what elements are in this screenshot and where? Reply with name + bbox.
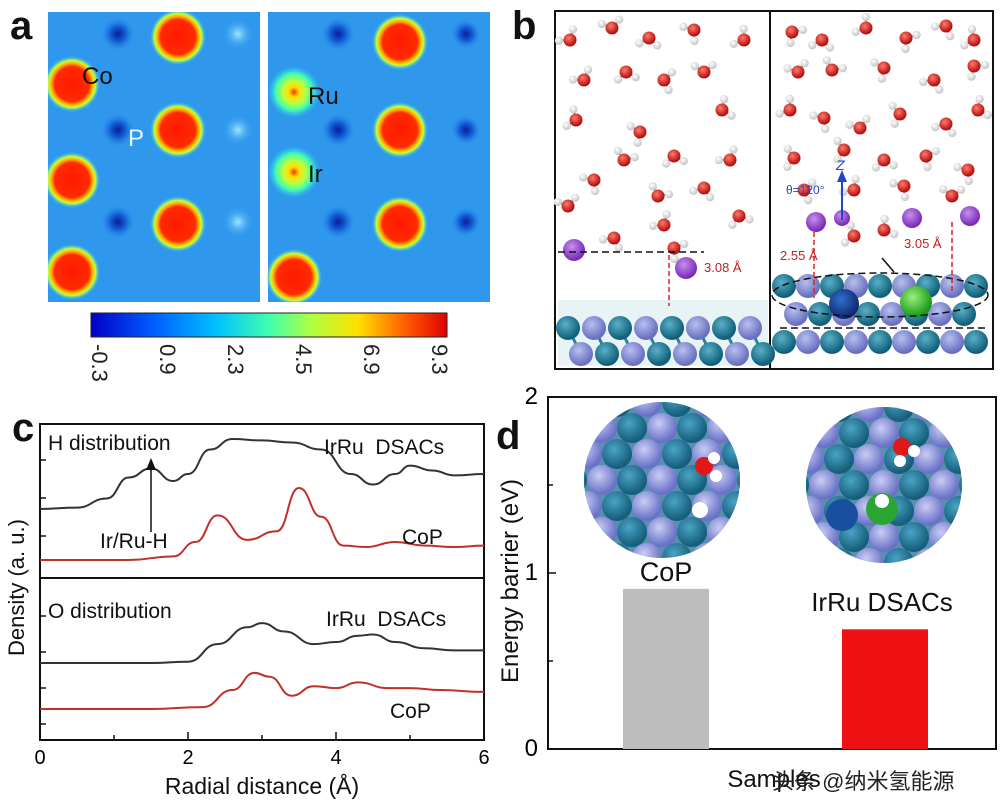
colorbar-tick: 2.3 — [223, 344, 248, 375]
watermark-text: 头条 @纳米氢能源 — [772, 769, 955, 794]
d-x-axis-label: Samples — [727, 766, 820, 793]
colorbar-tick: 9.3 — [427, 344, 452, 375]
c-top-title: H distribution — [48, 432, 171, 455]
distance-label-right-2: 3.05 Å — [904, 236, 942, 251]
c-top-label-dsacs: IrRu DSACs — [324, 436, 444, 459]
colorbar — [90, 312, 448, 338]
panel-c-chart: H distribution IrRu DSACs CoP Ir/Ru-H O … — [4, 423, 490, 799]
panel-b-md-snapshots: 3.08 Å 2.55 Å 3.05 Å θ=120° Z — [554, 10, 994, 370]
c-y-axis-label: Density (a. u.) — [4, 519, 29, 656]
distance-label-right-1: 2.55 Å — [780, 248, 818, 263]
bar-cop — [623, 588, 709, 749]
c-series-line-cop — [40, 486, 485, 561]
c-bottom-label-dsacs: IrRu DSACs — [326, 608, 446, 631]
d-y-tick-label: 2 — [525, 385, 538, 410]
d-category-label-cop: CoP — [640, 557, 693, 587]
z-axis-label: Z — [835, 157, 845, 173]
panel-a-letter: a — [10, 4, 33, 48]
c-x-axis-label: Radial distance (Å) — [165, 772, 359, 799]
atom-label-p: P — [128, 125, 144, 152]
c-x-tick-label: 4 — [330, 747, 341, 769]
panel-d-letter: d — [496, 414, 521, 458]
atom-label-ru: Ru — [308, 83, 339, 110]
panel-d-chart: CoP IrRu DSACs 0 1 2 Energy barrier (eV)… — [497, 385, 997, 793]
bar-irru-dsacs — [842, 629, 928, 749]
c-x-tick-label: 2 — [182, 747, 193, 769]
d-y-tick-label: 0 — [525, 735, 538, 762]
panel-c-letter: c — [12, 406, 35, 450]
c-bottom-title: O distribution — [48, 600, 172, 623]
c-bottom-label-cop: CoP — [390, 700, 431, 723]
panel-a-charge-maps: Co P Ru Ir — [48, 12, 490, 302]
d-y-axis-label: Energy barrier (eV) — [497, 479, 524, 683]
c-top-label-cop: CoP — [402, 526, 443, 549]
c-annotation-irru-h: Ir/Ru-H — [100, 530, 168, 553]
distance-label-left: 3.08 Å — [704, 260, 742, 275]
colorbar-tick: 4.5 — [291, 344, 316, 375]
atom-label-ir: Ir — [308, 161, 323, 188]
colorbar-tick: 6.9 — [359, 344, 384, 375]
angle-label: θ=120° — [786, 183, 825, 197]
atom-label-co: Co — [82, 63, 113, 90]
c-series-line-cop — [40, 671, 485, 710]
c-series-line-irru-dsacs — [39, 437, 485, 510]
c-series-line-irru-dsacs — [40, 622, 484, 664]
d-y-tick-label: 1 — [525, 559, 538, 586]
colorbar-tick: -0.3 — [87, 344, 112, 382]
panel-b-letter: b — [512, 4, 537, 48]
colorbar-tick: 0.9 — [155, 344, 180, 375]
d-category-label-dsacs: IrRu DSACs — [811, 587, 953, 617]
c-x-tick-label: 0 — [34, 747, 45, 769]
c-x-tick-label: 6 — [478, 747, 489, 769]
